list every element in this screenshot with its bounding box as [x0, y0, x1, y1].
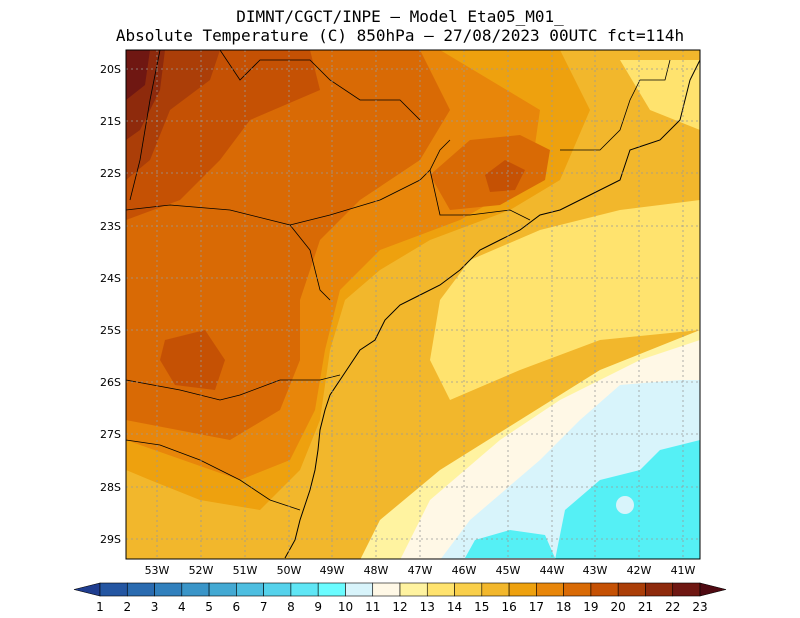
band-14 — [430, 200, 700, 400]
spot-11 — [616, 496, 634, 514]
lat-label: 29S — [100, 533, 121, 546]
colorbar-segment — [236, 582, 264, 597]
colorbar-label: 17 — [529, 600, 544, 614]
lon-label: 46W — [452, 564, 477, 577]
lat-label: 26S — [100, 376, 121, 389]
title-line-2: Absolute Temperature (C) 850hPa — 27/08/… — [115, 26, 685, 45]
lat-label: 28S — [100, 481, 121, 494]
longitude-labels: 53W 52W 51W 50W 49W 48W 47W 46W 45W 44W … — [145, 564, 696, 577]
colorbar-label: 1 — [96, 600, 104, 614]
colorbar-label: 15 — [474, 600, 489, 614]
lon-label: 47W — [408, 564, 433, 577]
border-sc-rs — [126, 439, 301, 511]
colorbar-label: 14 — [447, 600, 462, 614]
colorbar-segment — [590, 582, 619, 597]
colorbar-label: 9 — [314, 600, 322, 614]
lat-label: 21S — [100, 115, 121, 128]
colorbar-segment — [99, 582, 128, 597]
colorbar-segment — [454, 582, 483, 597]
colorbar-label: 19 — [583, 600, 598, 614]
lon-label: 48W — [364, 564, 389, 577]
map-frame — [125, 49, 701, 560]
colorbar-segment — [73, 582, 101, 597]
colorbar-segment — [481, 582, 510, 597]
colorbar-segment — [181, 582, 210, 597]
colorbar-label: 3 — [151, 600, 159, 614]
colorbar-segment — [536, 582, 564, 597]
lon-label: 41W — [671, 564, 696, 577]
colorbar-segment — [290, 582, 319, 597]
colorbar-segment — [399, 582, 428, 597]
colorbar-segment — [617, 582, 646, 597]
border-ms-west — [129, 50, 161, 201]
band-20-east — [485, 160, 525, 192]
colorbar-label: 23 — [692, 600, 707, 614]
colorbar-label: 6 — [233, 600, 241, 614]
colorbar-segment — [345, 582, 374, 597]
colorbar-segment — [699, 582, 727, 597]
colorbar-label: 22 — [665, 600, 680, 614]
colorbar-label: 13 — [420, 600, 435, 614]
temperature-field — [126, 50, 700, 559]
latitude-labels: 20S 21S 22S 23S 24S 25S 26S 27S 28S 29S — [100, 63, 121, 546]
colorbar-segment — [372, 582, 401, 597]
lon-label: 52W — [189, 564, 214, 577]
colorbar-label: 20 — [611, 600, 626, 614]
colorbar-segment — [317, 582, 346, 597]
colorbar-label: 12 — [392, 600, 407, 614]
colorbar-labels: 1 2 3 4 5 6 7 8 9 10 11 12 13 14 15 16 17 18 19 20 21 22 23 — [96, 600, 707, 614]
coastline — [284, 59, 700, 559]
lat-label: 27S — [100, 428, 121, 441]
colorbar-label: 5 — [205, 600, 213, 614]
colorbar-segment — [645, 582, 674, 597]
title-line-1: DIMNT/CGCT/INPE — Model Eta05_M01_ — [236, 7, 564, 26]
lon-label: 42W — [627, 564, 652, 577]
colorbar-segment — [154, 582, 183, 597]
border-go-mg — [219, 50, 421, 121]
colorbar-label: 21 — [638, 600, 653, 614]
colorbar-label: 8 — [287, 600, 295, 614]
colorbar-label: 18 — [556, 600, 571, 614]
colorbar-segment — [263, 582, 292, 597]
band-20-south — [160, 330, 225, 390]
border-mg-es — [560, 59, 671, 151]
colorbar-label: 11 — [365, 600, 380, 614]
colorbar-label: 4 — [178, 600, 186, 614]
lat-label: 23S — [100, 220, 121, 233]
lon-label: 44W — [540, 564, 565, 577]
lon-label: 53W — [145, 564, 170, 577]
band-23 — [126, 50, 150, 100]
colorbar-segment — [508, 582, 537, 597]
colorbar-segment — [126, 582, 155, 597]
colorbar-label: 10 — [338, 600, 353, 614]
band-10-west — [465, 530, 555, 558]
lon-label: 51W — [233, 564, 258, 577]
colorbar-segment — [672, 582, 701, 597]
lat-label: 20S — [100, 63, 121, 76]
lon-label: 45W — [496, 564, 521, 577]
border-pr-sc — [126, 374, 341, 401]
colorbar-segment — [563, 582, 592, 597]
colorbar-label: 7 — [260, 600, 268, 614]
lat-label: 25S — [100, 324, 121, 337]
colorbar-segment — [208, 582, 237, 597]
colorbar-label: 2 — [123, 600, 131, 614]
lon-label: 49W — [320, 564, 345, 577]
lat-label: 22S — [100, 167, 121, 180]
lon-label: 50W — [277, 564, 302, 577]
colorbar-segment — [426, 582, 455, 597]
border-sp-rj — [429, 169, 531, 221]
graticule — [126, 50, 700, 559]
band-14-ne — [620, 60, 700, 130]
colorbar-segments — [73, 582, 727, 597]
lat-label: 24S — [100, 272, 121, 285]
colorbar-label: 16 — [501, 600, 516, 614]
lon-label: 43W — [583, 564, 608, 577]
